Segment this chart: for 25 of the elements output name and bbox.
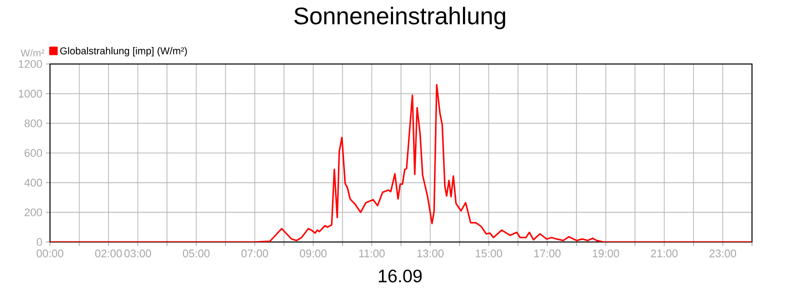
y-tick-label: 200 — [24, 208, 42, 216]
y-tick-label: 0 — [36, 238, 42, 246]
x-tick-label: 02:00 — [95, 250, 122, 258]
x-tick-label: 19:00 — [592, 250, 620, 258]
y-tick-label: 1200 — [18, 60, 42, 68]
x-tick-label: 00:00 — [36, 250, 64, 258]
line-series — [50, 84, 752, 242]
y-tick-label: 800 — [24, 119, 42, 128]
x-axis-title: 16.09 — [378, 270, 422, 282]
x-tick-label: 09:00 — [300, 250, 327, 258]
x-tick-label: 11:00 — [359, 250, 385, 258]
x-tick-label: 03:00 — [124, 250, 152, 258]
y-tick-label: 400 — [24, 178, 42, 187]
y-axis-title: W/m² — [20, 49, 44, 56]
x-tick-label: 23:00 — [710, 250, 736, 258]
y-tick-label: 1000 — [18, 90, 42, 98]
chart-title: Sonneneinstrahlung — [294, 6, 506, 30]
y-tick-label: 600 — [24, 149, 42, 157]
x-tick-label: 17:00 — [534, 250, 561, 258]
x-tick-label: 13:00 — [417, 250, 444, 258]
x-tick-label: 07:00 — [241, 250, 268, 258]
x-tick-label: 05:00 — [182, 250, 210, 258]
x-tick-label: 21:00 — [651, 250, 678, 258]
x-tick-label: 15:00 — [476, 250, 502, 258]
legend-label: Globalstrahlung [imp] (W/m²) — [60, 47, 187, 56]
